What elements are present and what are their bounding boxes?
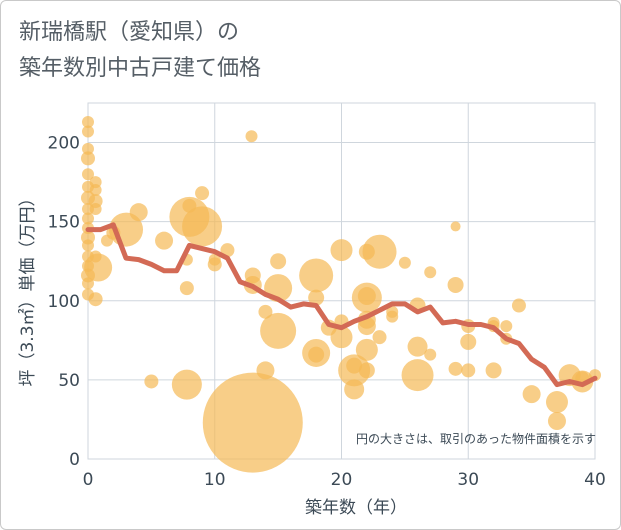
bubble-point [245,130,258,143]
x-tick-label: 30 [457,470,479,490]
bubble-point [155,231,174,250]
bubble-point [202,372,303,473]
bubble-point [547,412,566,431]
bubble-point [460,333,477,350]
x-tick-label: 20 [331,470,353,490]
bubble-point [208,253,221,266]
bubble-point [330,239,353,262]
bubble-point [84,253,113,282]
bubble-point [407,336,428,357]
bubble-point [357,287,376,306]
bubble-point [450,221,461,232]
title-line-1: 新瑞橋駅（愛知県）の [19,20,240,45]
x-axis-title: 築年数（年） [305,498,407,518]
bubble-point [89,203,102,216]
bubble-point [89,184,102,197]
bubble-point [179,281,194,296]
bubble-point [82,212,94,225]
bubble-point [362,234,397,269]
bubble-point [299,258,334,293]
bubble-point [82,115,94,128]
x-tick-label: 0 [83,470,94,490]
bubble-point [82,142,94,155]
bubble-point [500,320,513,333]
bubble-point [358,362,375,379]
bubble-point [545,391,568,414]
bubble-point [448,361,463,376]
y-axis-title: 坪（3.3㎡）単価（万円） [18,189,38,386]
bubble-point [398,256,411,269]
bubble-point [355,338,378,361]
y-tick-label: 200 [48,134,80,154]
bubbles [81,115,601,473]
y-tick-label: 100 [48,292,80,312]
bubble-point [82,277,94,290]
bubble-point [522,385,541,404]
bubble-point [424,266,437,279]
bubble-point [182,206,223,247]
chart-title: 新瑞橋駅（愛知県）の 築年数別中古戸建て価格 [19,15,261,87]
bubble-point [485,362,502,379]
y-tick-label: 150 [48,213,80,233]
x-tick-label: 10 [204,470,226,490]
bubble-point [511,298,526,313]
bubble-point [88,292,103,307]
bubble-point [171,369,202,400]
bubble-point [258,304,273,319]
bubble-point [308,289,325,306]
bubble-point [129,203,148,222]
bubble-point [195,186,210,201]
size-annotation: 円の大きさは、取引のあった物件面積を示す [356,431,596,446]
bubble-point [424,348,437,361]
bubble-point [82,125,94,138]
trend-line-group [85,222,598,388]
bubble-point [81,151,95,166]
bubble-point [82,168,94,181]
tick-labels: 0 10 20 30 40 0 50 100 150 200 [48,134,606,490]
x-tick-label: 40 [584,470,606,490]
bubble-point [401,359,434,392]
trend-line [85,222,598,388]
bubble-point [256,361,275,380]
bubble-point [461,363,476,378]
bubble-point [344,379,365,400]
bubble-point [372,330,387,345]
bubble-point [144,374,159,389]
bubble-point [357,317,376,336]
bubble-point [338,354,371,387]
title-line-2: 築年数別中古戸建て価格 [19,56,262,81]
y-tick-label: 0 [69,450,80,470]
bubble-point [302,338,331,367]
bubble-point [82,239,94,252]
bubble-point [330,326,353,349]
bubble-point [270,253,287,270]
bubble-point [447,276,464,293]
bubble-point [386,310,399,323]
y-tick-label: 50 [58,371,80,391]
bubble-point [260,312,297,349]
